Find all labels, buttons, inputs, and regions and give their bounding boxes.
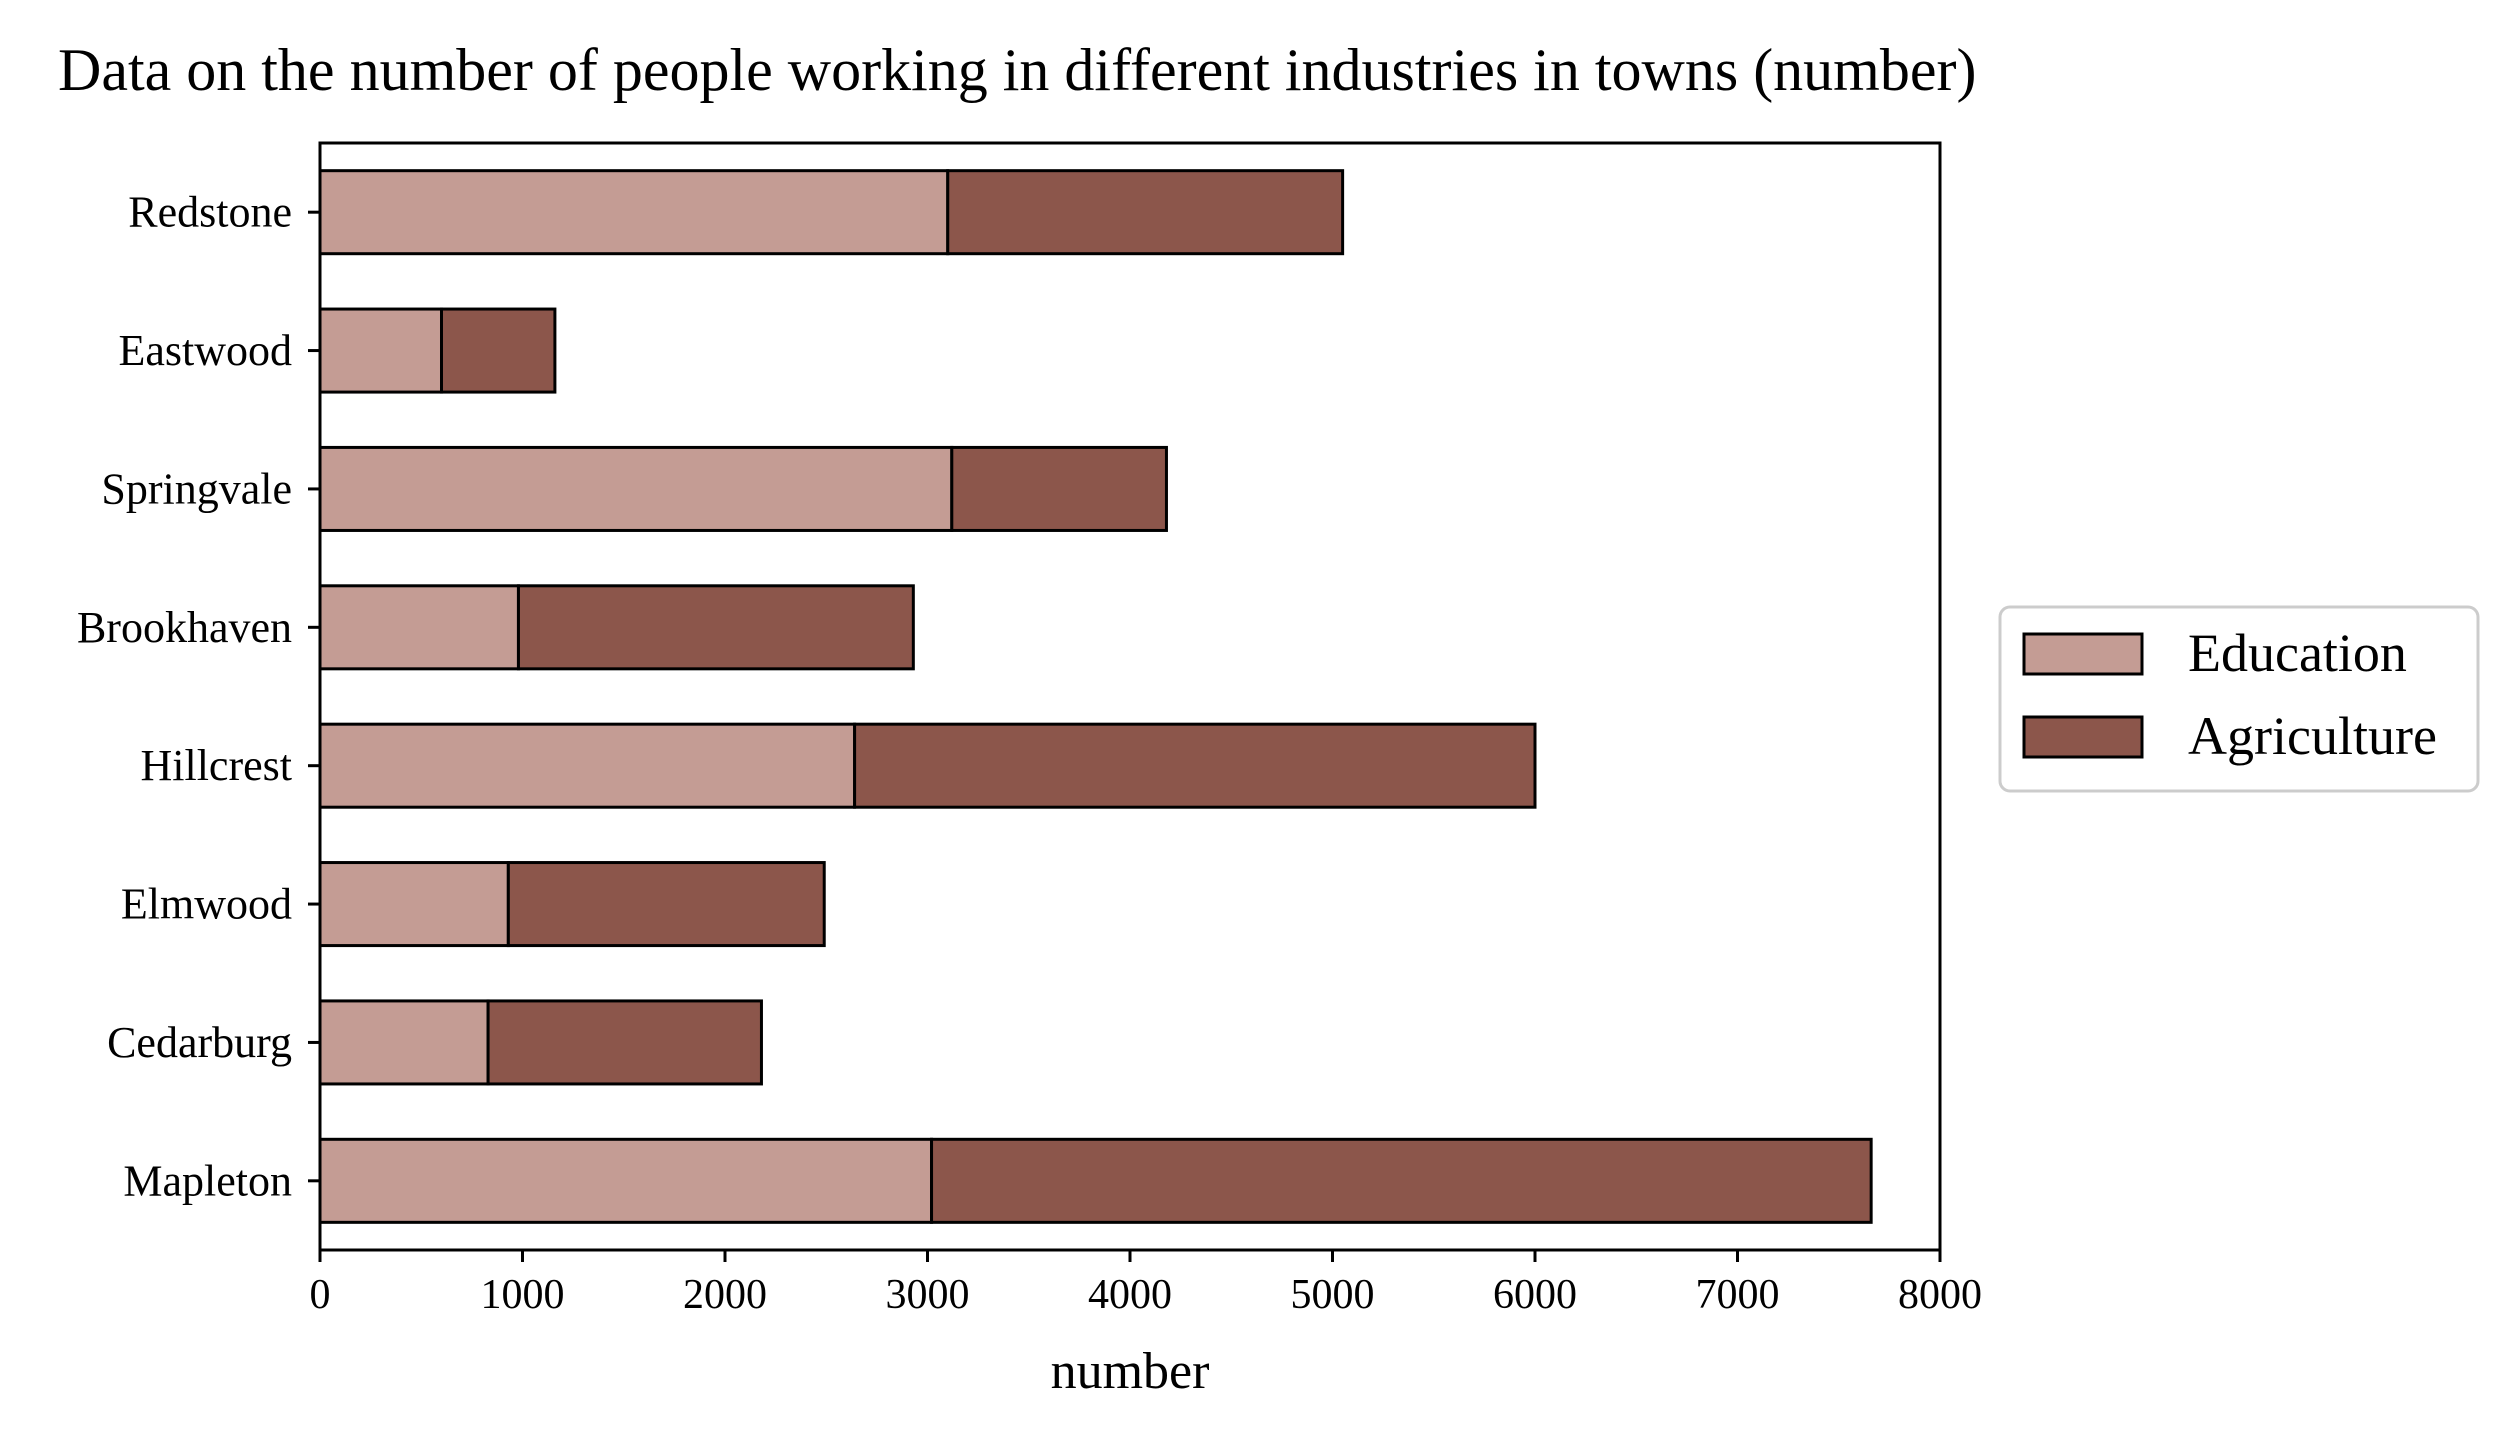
bar-education-eastwood: [318, 307, 443, 394]
bar-agriculture-elmwood: [506, 861, 826, 948]
x-tick-label: 8000: [1898, 1272, 1982, 1318]
chart-title: Data on the number of people working in …: [58, 37, 1976, 103]
category-label-eastwood: Eastwood: [118, 326, 292, 375]
x-tick-label: 1000: [481, 1272, 565, 1318]
category-label-brookhaven: Brookhaven: [77, 603, 292, 652]
legend: Education Agriculture: [1998, 605, 2480, 793]
category-label-elmwood: Elmwood: [121, 880, 292, 929]
legend-label-education: Education: [2188, 623, 2407, 683]
category-axis: Redstone Eastwood Springvale Brookhaven Hill…: [77, 188, 320, 1205]
bar-agriculture-redstone: [946, 169, 1345, 256]
bar-education-hillcrest: [318, 722, 857, 809]
x-tick-label: 2000: [683, 1272, 767, 1318]
x-tick-label: 4000: [1088, 1272, 1172, 1318]
legend-swatch-agriculture: [2022, 715, 2144, 759]
bar-agriculture-cedarburg: [486, 999, 763, 1086]
x-tick-label: 5000: [1291, 1272, 1375, 1318]
category-label-mapleton: Mapleton: [123, 1156, 292, 1205]
x-tick-label: 3000: [886, 1272, 970, 1318]
bar-education-cedarburg: [318, 999, 490, 1086]
bar-education-elmwood: [318, 861, 510, 948]
x-tick-label: 0: [310, 1272, 331, 1318]
bar-agriculture-mapleton: [930, 1137, 1873, 1224]
bar-education-springvale: [318, 445, 954, 532]
category-label-cedarburg: Cedarburg: [107, 1018, 292, 1067]
category-label-hillcrest: Hillcrest: [140, 741, 292, 790]
x-axis-label: number: [1051, 1343, 1210, 1400]
bar-agriculture-hillcrest: [853, 722, 1537, 809]
legend-label-agriculture: Agriculture: [2188, 706, 2437, 766]
bars-layer: [318, 169, 1873, 1224]
x-tick-label: 6000: [1493, 1272, 1577, 1318]
legend-swatch-education: [2022, 632, 2144, 676]
bar-education-redstone: [318, 169, 950, 256]
bar-agriculture-brookhaven: [516, 584, 915, 671]
bar-education-brookhaven: [318, 584, 520, 671]
bar-education-mapleton: [318, 1137, 934, 1224]
x-tick-label: 7000: [1696, 1272, 1780, 1318]
bar-agriculture-eastwood: [440, 307, 557, 394]
category-label-springvale: Springvale: [101, 464, 292, 513]
category-label-redstone: Redstone: [128, 188, 292, 237]
bar-agriculture-springvale: [950, 445, 1168, 532]
x-axis: 0 1000 2000 3000 4000 5000 6000 7000 8000: [310, 1250, 1982, 1318]
